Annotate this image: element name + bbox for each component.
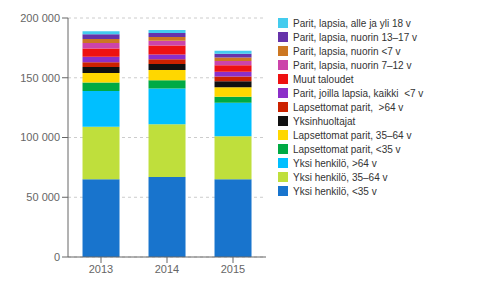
svg-text:200 000: 200 000 bbox=[20, 12, 60, 24]
svg-text:2013: 2013 bbox=[89, 263, 113, 275]
svg-text:2014: 2014 bbox=[155, 263, 179, 275]
html-text:Parit, lapsia, alle ja yli 18: Parit, lapsia, alle ja yli 18 v bbox=[293, 17, 411, 29]
svg-text:50 000: 50 000 bbox=[26, 191, 60, 203]
svg-text:2015: 2015 bbox=[221, 263, 245, 275]
html-text:Muut taloudet: Muut taloudet bbox=[293, 73, 354, 85]
html-text:Parit, joilla lapsia, kaikki <: Parit, joilla lapsia, kaikki <7 v bbox=[293, 87, 424, 99]
html-text:Lapsettomat parit, >64 v: Lapsettomat parit, >64 v bbox=[293, 101, 404, 113]
html-text:Yksinhuoltajat: Yksinhuoltajat bbox=[293, 115, 356, 127]
html-text:Parit, lapsia, nuorin 7–12 v: Parit, lapsia, nuorin 7–12 v bbox=[293, 59, 412, 71]
html-text:Yksi henkilö, 35–64 v: Yksi henkilö, 35–64 v bbox=[293, 171, 388, 183]
svg-text:100 000: 100 000 bbox=[20, 131, 60, 143]
svg-text:0: 0 bbox=[54, 251, 60, 263]
html-text:Lapsettomat parit, <35 v: Lapsettomat parit, <35 v bbox=[293, 143, 401, 155]
html-text:Parit, lapsia, nuorin 13–17 v: Parit, lapsia, nuorin 13–17 v bbox=[293, 31, 417, 43]
html-text:Yksi henkilö, <35 v: Yksi henkilö, <35 v bbox=[293, 185, 377, 197]
html-text:Parit, lapsia, nuorin <7 v: Parit, lapsia, nuorin <7 v bbox=[293, 45, 401, 57]
html-text:Lapsettomat parit, 35–64 v: Lapsettomat parit, 35–64 v bbox=[293, 129, 412, 141]
svg-text:150 000: 150 000 bbox=[20, 72, 60, 84]
html-text:Yksi henkilö, >64 v: Yksi henkilö, >64 v bbox=[293, 157, 377, 169]
